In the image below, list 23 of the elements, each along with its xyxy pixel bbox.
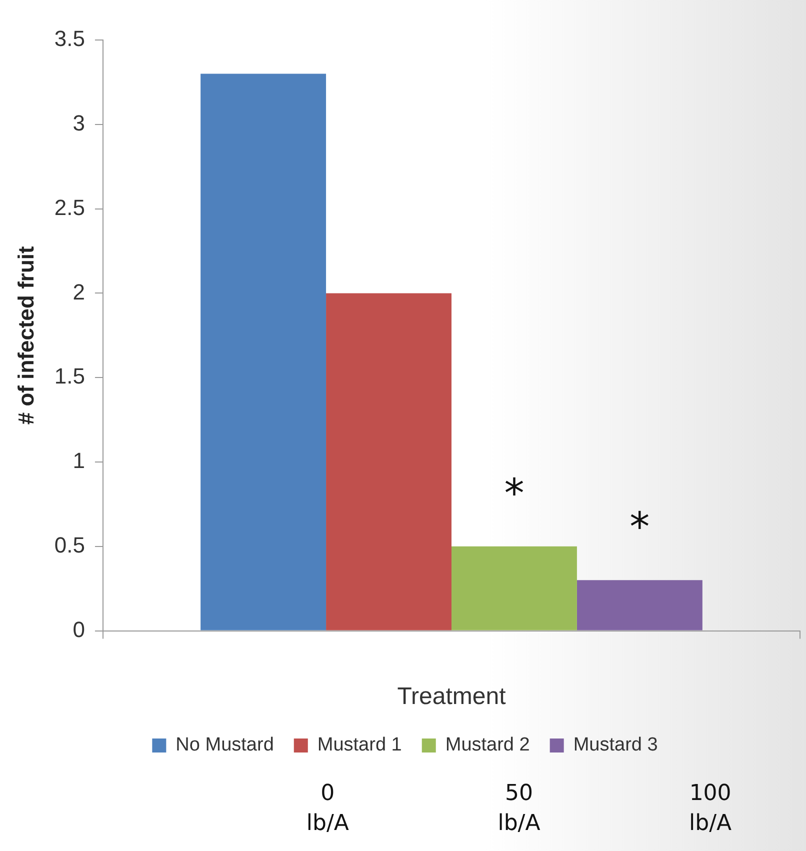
legend-label: Mustard 3 bbox=[573, 734, 658, 756]
y-axis-title: # of infected fruit bbox=[13, 246, 38, 425]
y-tick-label: 2.5 bbox=[54, 194, 85, 220]
legend-label: Mustard 2 bbox=[445, 734, 530, 756]
legend-label: Mustard 1 bbox=[317, 734, 402, 756]
legend-label: No Mustard bbox=[176, 734, 274, 756]
y-tick-label: 1 bbox=[72, 448, 85, 474]
y-tick-label: 2 bbox=[72, 279, 85, 304]
x-axis-title: Treatment bbox=[397, 683, 506, 710]
bar bbox=[451, 546, 577, 630]
y-tick-label: 0 bbox=[72, 616, 85, 642]
annotation: * bbox=[504, 470, 524, 517]
bar bbox=[200, 74, 326, 630]
y-tick-label: 0.5 bbox=[54, 532, 85, 558]
annotation: * bbox=[630, 504, 650, 551]
text: 100 lb/A bbox=[688, 780, 733, 838]
bar bbox=[326, 293, 452, 630]
text: 0 lb/A bbox=[305, 780, 350, 838]
y-tick-label: 3 bbox=[72, 110, 85, 136]
text: 50 lb/A bbox=[496, 780, 542, 838]
bar bbox=[576, 580, 702, 630]
y-tick-label: 1.5 bbox=[54, 364, 85, 389]
y-tick-label: 3.5 bbox=[54, 26, 85, 52]
